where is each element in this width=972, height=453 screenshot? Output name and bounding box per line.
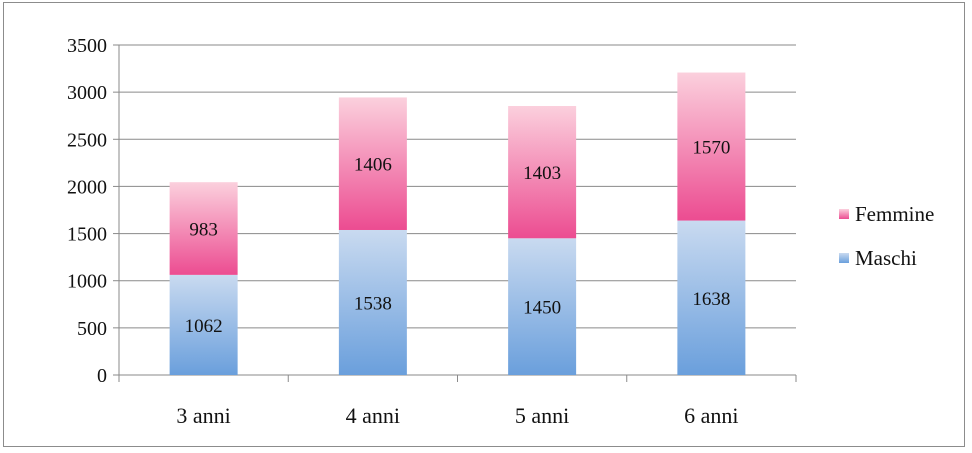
y-tick-label: 500 [77, 318, 107, 340]
data-label: 1062 [185, 316, 223, 337]
x-tick-label: 6 anni [684, 403, 738, 428]
y-tick-label: 0 [97, 365, 107, 387]
bar-maschi-3 [508, 238, 577, 375]
bars [169, 72, 746, 375]
legend-swatch-maschi [839, 253, 849, 263]
bar-femmine-1 [169, 182, 238, 275]
x-tick-label: 5 anni [515, 403, 569, 428]
data-label: 983 [189, 220, 218, 241]
x-tick-label: 4 anni [346, 403, 400, 428]
data-label: 1403 [523, 163, 561, 184]
stacked-bar-chart: 0 500 1000 1500 2000 2500 3000 3500 3 anni 4 anni… [67, 35, 934, 428]
y-tick-label: 1000 [67, 271, 107, 293]
bar-maschi-4 [677, 220, 746, 375]
y-tick-label: 3500 [67, 35, 107, 57]
legend: Femmine Maschi [839, 202, 934, 270]
y-tick-label: 2500 [67, 129, 107, 151]
x-tick-label: 3 anni [176, 403, 230, 428]
y-tick-label: 1500 [67, 224, 107, 246]
bar-femmine-4 [677, 72, 746, 221]
data-label: 1570 [692, 138, 730, 159]
data-label: 1638 [692, 289, 730, 310]
data-label: 1406 [354, 155, 392, 176]
y-tick-label: 3000 [67, 82, 107, 104]
bar-femmine-2 [338, 97, 407, 230]
y-tick-label: 2000 [67, 176, 107, 198]
data-label: 1538 [354, 293, 392, 314]
chart-frame: 0 500 1000 1500 2000 2500 3000 3500 3 anni 4 anni… [3, 2, 965, 447]
legend-label-femmine: Femmine [855, 202, 934, 226]
legend-label-maschi: Maschi [855, 246, 917, 270]
data-labels: 1062 983 1538 1406 1450 1403 1638 1570 [185, 138, 731, 337]
data-label: 1450 [523, 298, 561, 319]
legend-swatch-femmine [839, 209, 849, 219]
bar-maschi-1 [169, 274, 238, 375]
bar-maschi-2 [338, 229, 407, 375]
bar-femmine-3 [508, 106, 577, 239]
